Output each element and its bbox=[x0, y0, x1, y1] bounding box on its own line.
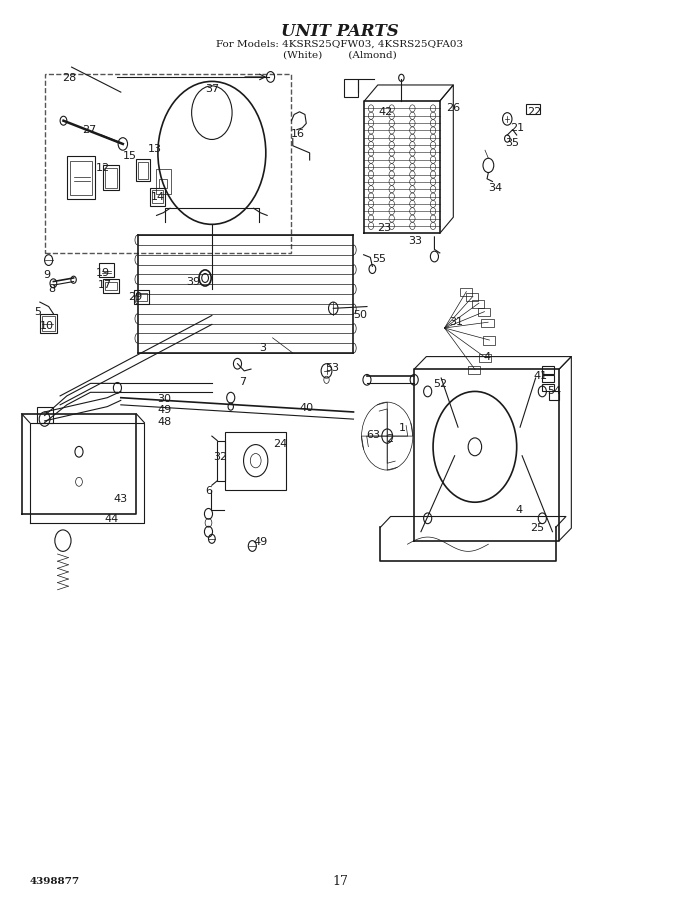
Text: 34: 34 bbox=[488, 182, 503, 192]
Bar bbox=[460, 288, 472, 296]
Text: 7: 7 bbox=[239, 377, 245, 387]
Bar bbox=[45, 75, 291, 253]
Text: 14: 14 bbox=[151, 191, 165, 201]
Text: 49: 49 bbox=[253, 538, 267, 547]
Text: 26: 26 bbox=[446, 103, 460, 113]
Text: 1: 1 bbox=[399, 423, 406, 433]
Text: 30: 30 bbox=[158, 395, 171, 405]
Bar bbox=[150, 188, 165, 206]
Text: 48: 48 bbox=[158, 417, 172, 427]
Text: 6: 6 bbox=[205, 486, 212, 496]
Text: 25: 25 bbox=[530, 523, 544, 533]
Bar bbox=[40, 314, 56, 334]
Bar bbox=[105, 168, 118, 188]
Bar bbox=[42, 316, 54, 331]
Bar bbox=[67, 156, 95, 200]
Text: 33: 33 bbox=[409, 236, 422, 246]
Bar bbox=[99, 263, 114, 277]
Bar bbox=[478, 308, 490, 316]
Bar bbox=[483, 336, 495, 344]
Bar bbox=[138, 162, 148, 179]
Bar bbox=[225, 432, 286, 490]
Bar bbox=[549, 391, 559, 400]
Bar bbox=[134, 290, 149, 304]
Text: 17: 17 bbox=[332, 876, 348, 888]
Text: 5: 5 bbox=[35, 307, 41, 317]
Bar bbox=[152, 191, 163, 203]
Text: 21: 21 bbox=[509, 123, 524, 133]
Text: 29: 29 bbox=[128, 291, 142, 302]
Text: 37: 37 bbox=[205, 84, 219, 93]
Text: 2: 2 bbox=[386, 434, 394, 444]
Text: 3: 3 bbox=[259, 343, 266, 352]
Text: 54: 54 bbox=[547, 386, 562, 396]
Text: UNIT PARTS: UNIT PARTS bbox=[281, 22, 399, 40]
Text: (White)        (Almond): (White) (Almond) bbox=[283, 50, 397, 59]
Bar bbox=[136, 159, 150, 182]
Bar bbox=[469, 366, 481, 374]
Text: 41: 41 bbox=[534, 371, 548, 381]
Text: 24: 24 bbox=[273, 439, 288, 450]
Bar bbox=[37, 406, 52, 423]
Text: 50: 50 bbox=[353, 309, 367, 319]
Text: 63: 63 bbox=[367, 431, 381, 441]
Text: 19: 19 bbox=[95, 269, 109, 279]
Text: 28: 28 bbox=[62, 73, 76, 83]
Text: 55: 55 bbox=[372, 254, 386, 264]
Text: 9: 9 bbox=[43, 271, 50, 280]
Bar bbox=[526, 103, 540, 114]
Bar bbox=[70, 161, 92, 195]
Text: 53: 53 bbox=[325, 363, 339, 373]
Bar bbox=[543, 376, 554, 382]
Text: 4: 4 bbox=[483, 352, 490, 362]
Bar bbox=[103, 279, 120, 293]
Text: 40: 40 bbox=[299, 404, 313, 414]
Bar bbox=[481, 318, 494, 326]
Bar bbox=[136, 293, 147, 301]
Text: 13: 13 bbox=[148, 145, 162, 155]
Text: 27: 27 bbox=[82, 125, 97, 135]
Bar bbox=[103, 165, 120, 191]
Text: 49: 49 bbox=[158, 405, 172, 415]
Text: 16: 16 bbox=[291, 129, 305, 139]
Text: 35: 35 bbox=[505, 138, 519, 148]
Bar bbox=[159, 179, 167, 188]
Text: 23: 23 bbox=[377, 223, 391, 233]
Bar bbox=[479, 354, 492, 362]
Bar bbox=[217, 441, 225, 481]
Text: 4398877: 4398877 bbox=[30, 877, 80, 886]
Text: 10: 10 bbox=[39, 321, 54, 331]
Text: 32: 32 bbox=[213, 451, 227, 462]
Text: 15: 15 bbox=[122, 151, 137, 162]
Text: 12: 12 bbox=[95, 163, 109, 174]
Bar bbox=[344, 79, 358, 96]
Text: 8: 8 bbox=[48, 284, 55, 294]
Text: 42: 42 bbox=[379, 107, 393, 117]
Text: 44: 44 bbox=[105, 514, 119, 524]
Bar bbox=[156, 169, 171, 194]
Bar bbox=[543, 384, 554, 391]
Text: 31: 31 bbox=[449, 316, 463, 326]
Bar bbox=[543, 367, 554, 374]
Bar bbox=[472, 299, 484, 307]
Text: 17: 17 bbox=[98, 280, 112, 290]
Text: 22: 22 bbox=[527, 107, 541, 117]
Bar bbox=[105, 281, 118, 290]
Text: 52: 52 bbox=[432, 379, 447, 389]
Bar bbox=[466, 293, 478, 301]
Text: 4: 4 bbox=[515, 505, 522, 515]
Text: For Models: 4KSRS25QFW03, 4KSRS25QFA03: For Models: 4KSRS25QFW03, 4KSRS25QFA03 bbox=[216, 40, 464, 49]
Text: 39: 39 bbox=[186, 277, 200, 287]
Text: 43: 43 bbox=[114, 494, 128, 503]
